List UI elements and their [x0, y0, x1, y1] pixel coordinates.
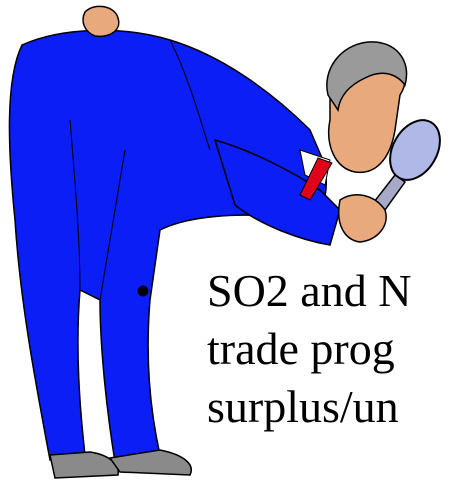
text-line: SO2 and N: [207, 268, 411, 314]
text-line: surplus/un: [207, 384, 399, 430]
bullet: •: [135, 268, 151, 314]
text-line: trade prog: [207, 326, 395, 372]
slide: • SO2 and N trade prog surplus/un (() =>…: [0, 0, 450, 488]
